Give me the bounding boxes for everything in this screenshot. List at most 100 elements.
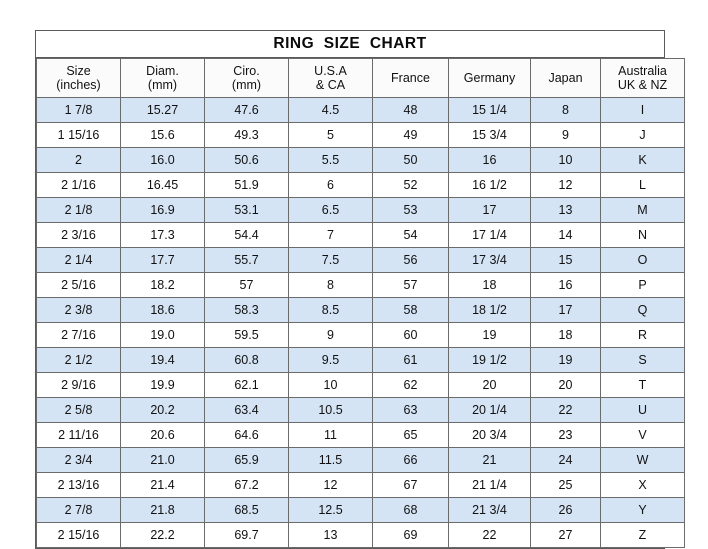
column-header-line2: UK & NZ <box>617 78 668 92</box>
cell-france: 61 <box>372 347 449 373</box>
cell-germany: 21 3/4 <box>448 497 531 523</box>
cell-circumference-mm: 50.6 <box>204 147 289 173</box>
cell-japan: 9 <box>530 122 601 148</box>
cell-france: 56 <box>372 247 449 273</box>
cell-australia-uk-nz: U <box>600 397 685 423</box>
cell-germany: 21 <box>448 447 531 473</box>
cell-usa-ca: 5.5 <box>288 147 373 173</box>
cell-size-inches: 2 3/8 <box>36 297 121 323</box>
table-row: 2 7/16 19.0 59.5 9 60 19 18 R <box>36 322 685 348</box>
cell-japan: 24 <box>530 447 601 473</box>
cell-diameter-mm: 21.8 <box>120 497 205 523</box>
cell-australia-uk-nz: I <box>600 97 685 123</box>
cell-diameter-mm: 19.0 <box>120 322 205 348</box>
table-row: 2 15/16 22.2 69.7 13 69 22 27 Z <box>36 522 685 548</box>
cell-france: 67 <box>372 472 449 498</box>
cell-australia-uk-nz: Z <box>600 522 685 548</box>
table-row: 2 1/8 16.9 53.1 6.5 53 17 13 M <box>36 197 685 223</box>
cell-australia-uk-nz: Q <box>600 297 685 323</box>
cell-germany: 18 1/2 <box>448 297 531 323</box>
cell-size-inches: 2 11/16 <box>36 422 121 448</box>
cell-australia-uk-nz: R <box>600 322 685 348</box>
cell-australia-uk-nz: O <box>600 247 685 273</box>
cell-australia-uk-nz: X <box>600 472 685 498</box>
cell-australia-uk-nz: M <box>600 197 685 223</box>
cell-usa-ca: 6 <box>288 172 373 198</box>
cell-diameter-mm: 16.0 <box>120 147 205 173</box>
cell-diameter-mm: 15.6 <box>120 122 205 148</box>
cell-circumference-mm: 64.6 <box>204 422 289 448</box>
cell-size-inches: 1 7/8 <box>36 97 121 123</box>
cell-circumference-mm: 47.6 <box>204 97 289 123</box>
cell-germany: 20 3/4 <box>448 422 531 448</box>
cell-size-inches: 2 1/8 <box>36 197 121 223</box>
table-header: Size (inches) Diam. (mm) Ciro. (mm) U.S.… <box>36 58 685 98</box>
cell-size-inches: 2 5/8 <box>36 397 121 423</box>
cell-france: 69 <box>372 522 449 548</box>
page-title: RING SIZE CHART <box>36 31 664 58</box>
cell-size-inches: 2 3/16 <box>36 222 121 248</box>
cell-germany: 15 1/4 <box>448 97 531 123</box>
column-header-diameter: Diam. (mm) <box>120 58 205 98</box>
cell-australia-uk-nz: S <box>600 347 685 373</box>
cell-size-inches: 2 5/16 <box>36 272 121 298</box>
cell-france: 52 <box>372 172 449 198</box>
cell-circumference-mm: 57 <box>204 272 289 298</box>
cell-usa-ca: 4.5 <box>288 97 373 123</box>
cell-japan: 26 <box>530 497 601 523</box>
cell-usa-ca: 10 <box>288 372 373 398</box>
cell-australia-uk-nz: W <box>600 447 685 473</box>
table-row: 1 15/16 15.6 49.3 5 49 15 3/4 9 J <box>36 122 685 148</box>
cell-usa-ca: 8.5 <box>288 297 373 323</box>
cell-circumference-mm: 63.4 <box>204 397 289 423</box>
cell-diameter-mm: 17.3 <box>120 222 205 248</box>
cell-usa-ca: 9 <box>288 322 373 348</box>
cell-diameter-mm: 16.45 <box>120 172 205 198</box>
header-row: Size (inches) Diam. (mm) Ciro. (mm) U.S.… <box>36 58 685 98</box>
table-row: 2 3/4 21.0 65.9 11.5 66 21 24 W <box>36 447 685 473</box>
cell-japan: 23 <box>530 422 601 448</box>
cell-usa-ca: 12 <box>288 472 373 498</box>
column-header-usa-ca: U.S.A & CA <box>288 58 373 98</box>
cell-japan: 17 <box>530 297 601 323</box>
cell-france: 63 <box>372 397 449 423</box>
cell-usa-ca: 11 <box>288 422 373 448</box>
ring-size-table: Size (inches) Diam. (mm) Ciro. (mm) U.S.… <box>36 58 685 548</box>
cell-usa-ca: 7 <box>288 222 373 248</box>
cell-size-inches: 2 9/16 <box>36 372 121 398</box>
cell-size-inches: 2 <box>36 147 121 173</box>
table-row: 2 16.0 50.6 5.5 50 16 10 K <box>36 147 685 173</box>
cell-circumference-mm: 53.1 <box>204 197 289 223</box>
cell-france: 48 <box>372 97 449 123</box>
column-header-line1: Diam. <box>146 63 179 78</box>
column-header-germany: Germany <box>448 58 531 98</box>
cell-size-inches: 2 7/8 <box>36 497 121 523</box>
cell-germany: 16 <box>448 147 531 173</box>
cell-size-inches: 2 3/4 <box>36 447 121 473</box>
cell-circumference-mm: 65.9 <box>204 447 289 473</box>
cell-germany: 18 <box>448 272 531 298</box>
cell-japan: 10 <box>530 147 601 173</box>
cell-diameter-mm: 15.27 <box>120 97 205 123</box>
cell-australia-uk-nz: T <box>600 372 685 398</box>
cell-diameter-mm: 19.9 <box>120 372 205 398</box>
cell-diameter-mm: 20.6 <box>120 422 205 448</box>
table-row: 1 7/8 15.27 47.6 4.5 48 15 1/4 8 I <box>36 97 685 123</box>
column-header-line2: (inches) <box>56 78 101 92</box>
column-header-line1: Germany <box>463 70 516 85</box>
cell-japan: 19 <box>530 347 601 373</box>
cell-size-inches: 2 1/16 <box>36 172 121 198</box>
cell-size-inches: 2 13/16 <box>36 472 121 498</box>
cell-circumference-mm: 58.3 <box>204 297 289 323</box>
cell-france: 62 <box>372 372 449 398</box>
table-row: 2 9/16 19.9 62.1 10 62 20 20 T <box>36 372 685 398</box>
cell-size-inches: 1 15/16 <box>36 122 121 148</box>
column-header-japan: Japan <box>530 58 601 98</box>
cell-japan: 18 <box>530 322 601 348</box>
cell-diameter-mm: 18.6 <box>120 297 205 323</box>
cell-diameter-mm: 21.4 <box>120 472 205 498</box>
cell-australia-uk-nz: Y <box>600 497 685 523</box>
cell-circumference-mm: 68.5 <box>204 497 289 523</box>
column-header-france: France <box>372 58 449 98</box>
column-header-line1: Size <box>66 63 91 78</box>
